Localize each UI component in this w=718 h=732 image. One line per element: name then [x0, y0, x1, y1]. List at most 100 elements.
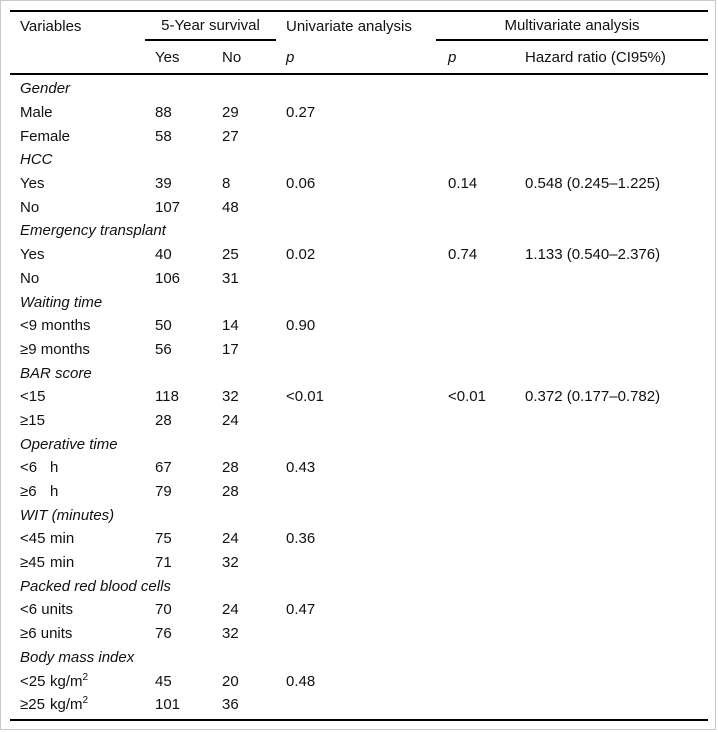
- group-label: Packed red blood cells: [20, 577, 171, 595]
- row-label: Yes: [20, 246, 45, 264]
- cell-univariate-p: 0.02: [286, 246, 316, 264]
- cell-survival-no: 36: [222, 696, 239, 714]
- row-label-unit: kg/m2: [50, 695, 89, 714]
- table-row: ≥45 min 71 32: [10, 551, 708, 575]
- cell-univariate-p: 0.48: [286, 672, 316, 690]
- cell-hazard-ratio: 0.372 (0.177–0.782): [525, 388, 661, 406]
- cell-survival-no: 24: [222, 530, 239, 548]
- table-row: ≥9 months 56 17: [10, 338, 708, 362]
- row-label: No: [20, 198, 40, 216]
- table-header-row-subcolumns: Yes No p p Hazard ratio (CI95%): [10, 41, 708, 75]
- row-label: ≥45 min: [10, 554, 145, 571]
- cell-survival-yes: 75: [155, 530, 172, 548]
- cell-multivariate-p: 0.14: [448, 175, 478, 193]
- cell-univariate-p: 0.06: [286, 175, 316, 193]
- group-label: Operative time: [20, 435, 118, 453]
- cell-survival-yes: 118: [155, 388, 179, 406]
- cell-survival-no: 32: [222, 554, 239, 572]
- cell-univariate-p: 0.36: [286, 530, 316, 548]
- cell-survival-yes: 40: [155, 246, 172, 264]
- table-row: ≥6 units 76 32: [10, 622, 708, 646]
- column-header-survival-yes: Yes: [155, 48, 180, 66]
- cell-survival-yes: 56: [155, 340, 172, 358]
- cell-survival-yes: 76: [155, 625, 172, 643]
- variable-group-row: WIT (minutes): [10, 503, 708, 527]
- row-label-unit: min: [50, 554, 75, 572]
- cell-multivariate-p: 0.74: [448, 246, 478, 264]
- table-row: Yes 39 8 0.06 0.14 0.548 (0.245–1.225): [10, 172, 708, 196]
- column-header-variables: Variables: [20, 18, 82, 35]
- table-row: Female 58 27: [10, 124, 708, 148]
- group-label: HCC: [20, 151, 53, 169]
- row-label-value: ≥25: [20, 696, 45, 714]
- row-label-value: <45: [20, 530, 46, 548]
- table-body: Gender Male 88 29 0.27 Female 58 27 HCC Yes 39 8 0.0…: [10, 75, 708, 717]
- row-label: <45 min: [10, 530, 145, 547]
- unit-superscript: 2: [82, 695, 89, 707]
- cell-survival-no: 14: [222, 317, 239, 335]
- row-label: ≥25 kg/m2: [10, 695, 145, 714]
- cell-survival-no: 32: [222, 625, 239, 643]
- row-label-unit: min: [50, 530, 75, 548]
- column-header-hazard-ratio: Hazard ratio (CI95%): [525, 48, 666, 66]
- cell-survival-yes: 28: [155, 411, 172, 429]
- column-group-5-year-survival: 5-Year survival: [145, 12, 276, 41]
- row-label-unit: kg/m2: [50, 671, 89, 690]
- cell-survival-no: 17: [222, 340, 239, 358]
- table-header-row-groups: Variables 5-Year survival Univariate ana…: [10, 12, 708, 41]
- row-label-value: ≥45: [20, 554, 45, 572]
- column-header-survival-no: No: [222, 48, 242, 66]
- table-header: Variables 5-Year survival Univariate ana…: [10, 10, 708, 75]
- row-label-value: <25: [20, 672, 46, 690]
- table-row: ≥6 h 79 28: [10, 480, 708, 504]
- cell-univariate-p: 0.47: [286, 601, 316, 619]
- column-group-multivariate-analysis: Multivariate analysis: [436, 12, 708, 41]
- cell-univariate-p: <0.01: [286, 388, 324, 406]
- table-row: ≥15 28 24: [10, 409, 708, 433]
- row-label-unit: h: [50, 459, 59, 477]
- row-label: <9 months: [20, 317, 91, 335]
- row-label: <15: [20, 388, 46, 406]
- row-label: ≥6 h: [10, 483, 145, 500]
- table-row: Yes 40 25 0.02 0.74 1.133 (0.540–2.376): [10, 243, 708, 267]
- cell-survival-no: 8: [222, 175, 231, 193]
- table-row: No 106 31: [10, 267, 708, 291]
- cell-survival-yes: 67: [155, 459, 172, 477]
- cell-survival-no: 27: [222, 127, 239, 145]
- table-row: <9 months 50 14 0.90: [10, 314, 708, 338]
- cell-survival-no: 28: [222, 459, 239, 477]
- cell-survival-no: 32: [222, 388, 239, 406]
- row-label-unit: h: [50, 483, 59, 501]
- cell-survival-yes: 106: [155, 269, 181, 287]
- row-label: <6 units: [20, 601, 73, 619]
- cell-multivariate-p: <0.01: [448, 388, 486, 406]
- column-group-univariate-analysis: Univariate analysis: [286, 18, 412, 35]
- cell-survival-no: 20: [222, 672, 239, 690]
- table-row: <45 min 75 24 0.36: [10, 527, 708, 551]
- group-label: WIT (minutes): [20, 506, 115, 524]
- group-label: Body mass index: [20, 648, 135, 666]
- survival-analysis-table: Variables 5-Year survival Univariate ana…: [10, 10, 708, 721]
- row-label: <25 kg/m2: [10, 671, 145, 690]
- cell-hazard-ratio: 0.548 (0.245–1.225): [525, 175, 661, 193]
- cell-survival-yes: 70: [155, 601, 172, 619]
- cell-survival-yes: 39: [155, 175, 172, 193]
- row-label-value: ≥6: [20, 483, 37, 501]
- variable-group-row: HCC: [10, 148, 708, 172]
- group-label: Waiting time: [20, 293, 103, 311]
- row-label: No: [20, 269, 40, 287]
- cell-survival-no: 24: [222, 601, 239, 619]
- row-label-value: <6: [20, 459, 38, 477]
- column-header-multivariate-p: p: [448, 48, 457, 66]
- variable-group-row: BAR score: [10, 361, 708, 385]
- group-label: Gender: [20, 80, 71, 98]
- cell-survival-no: 48: [222, 198, 239, 216]
- group-label: BAR score: [20, 364, 92, 382]
- row-label: Female: [20, 127, 71, 145]
- table-row: <25 kg/m2 45 20 0.48: [10, 669, 708, 693]
- variable-group-row: Waiting time: [10, 290, 708, 314]
- cell-survival-no: 29: [222, 104, 239, 122]
- table-row: <6 units 70 24 0.47: [10, 598, 708, 622]
- variable-group-row: Body mass index: [10, 646, 708, 670]
